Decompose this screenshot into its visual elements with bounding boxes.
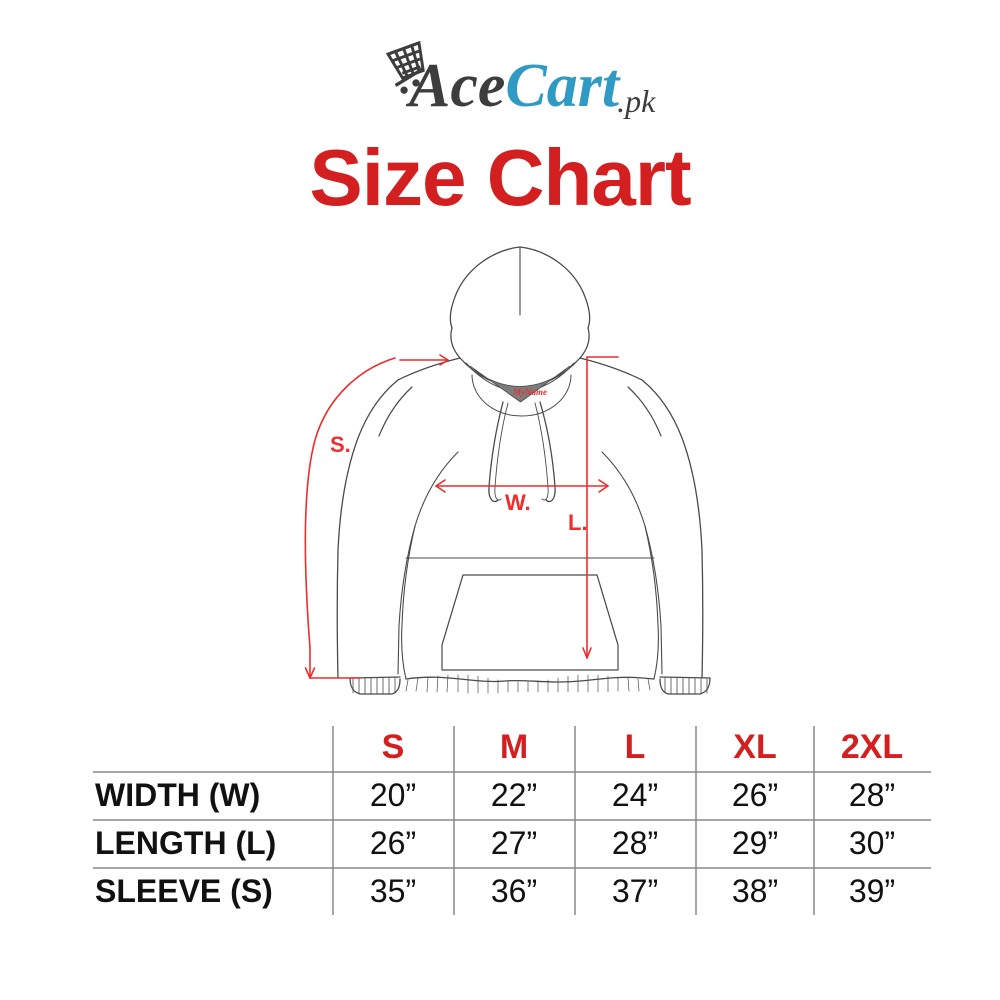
svg-text:S.: S. [330, 432, 351, 457]
svg-text:29”: 29” [732, 825, 778, 861]
svg-text:24”: 24” [612, 777, 658, 813]
svg-text:28”: 28” [849, 777, 895, 813]
svg-text:L.: L. [568, 510, 588, 535]
svg-text:SLEEVE (S): SLEEVE (S) [95, 873, 273, 909]
svg-text:26”: 26” [732, 777, 778, 813]
svg-text:2XL: 2XL [841, 728, 903, 766]
svg-text:M: M [500, 728, 528, 766]
svg-text:20”: 20” [370, 777, 416, 813]
svg-text:L: L [625, 728, 646, 766]
svg-text:MyName: MyName [512, 387, 547, 397]
svg-text:37”: 37” [612, 873, 658, 909]
svg-text:38”: 38” [732, 873, 778, 909]
svg-text:LENGTH (L): LENGTH (L) [95, 825, 276, 861]
svg-text:S: S [382, 728, 405, 766]
svg-text:30”: 30” [849, 825, 895, 861]
svg-text:WIDTH (W): WIDTH (W) [95, 777, 260, 813]
svg-text:26”: 26” [370, 825, 416, 861]
svg-text:28”: 28” [612, 825, 658, 861]
svg-text:W.: W. [505, 490, 531, 515]
svg-text:36”: 36” [491, 873, 537, 909]
svg-text:22”: 22” [491, 777, 537, 813]
svg-text:35”: 35” [370, 873, 416, 909]
svg-text:39”: 39” [849, 873, 895, 909]
svg-text:XL: XL [733, 728, 776, 766]
svg-text:27”: 27” [491, 825, 537, 861]
